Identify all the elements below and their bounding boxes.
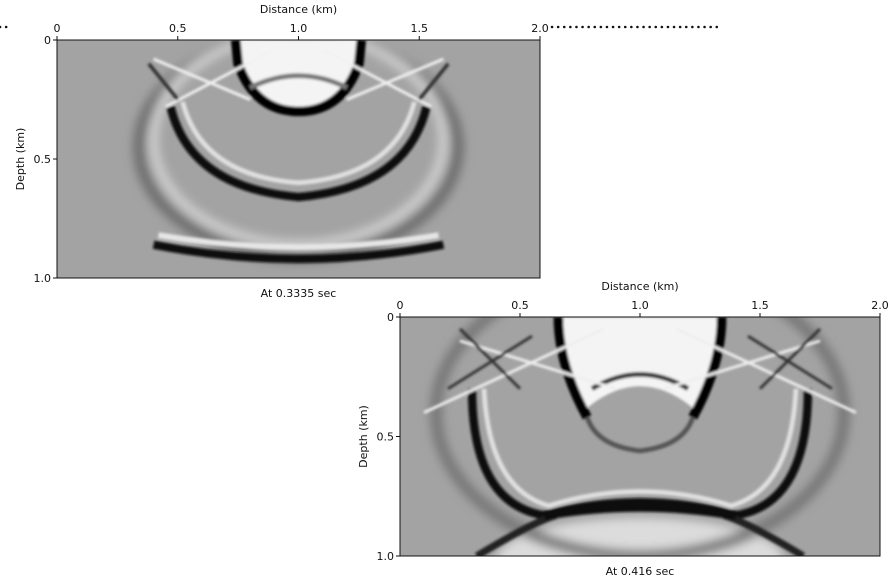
- caption: At 0.416 sec: [606, 565, 675, 578]
- x-tick-label: 0.5: [169, 22, 187, 35]
- x-axis-label: Distance (km): [601, 280, 678, 293]
- wavefield-image: [400, 317, 880, 556]
- x-tick-label: 0.5: [511, 299, 529, 312]
- x-tick-label: 1.0: [631, 299, 649, 312]
- x-tick-label: 1.5: [411, 22, 429, 35]
- wavefield-image: [57, 40, 540, 278]
- x-tick-label: 0: [397, 299, 404, 312]
- y-tick-label: 0: [387, 311, 394, 324]
- y-axis-label: Depth (km): [14, 128, 27, 191]
- y-tick-label: 0.5: [34, 153, 52, 166]
- y-tick-label: 0.5: [377, 431, 395, 444]
- x-tick-label: 0: [54, 22, 61, 35]
- y-tick-label: 1.0: [34, 272, 52, 285]
- x-axis-label: Distance (km): [260, 3, 337, 16]
- x-tick-label: 1.0: [290, 22, 308, 35]
- x-tick-label: 2.0: [531, 22, 549, 35]
- y-axis-label: Depth (km): [357, 405, 370, 468]
- caption: At 0.3335 sec: [261, 287, 337, 300]
- x-tick-label: 1.5: [751, 299, 769, 312]
- y-tick-label: 0: [44, 34, 51, 47]
- x-tick-label: 2.0: [871, 299, 889, 312]
- y-tick-label: 1.0: [377, 550, 395, 563]
